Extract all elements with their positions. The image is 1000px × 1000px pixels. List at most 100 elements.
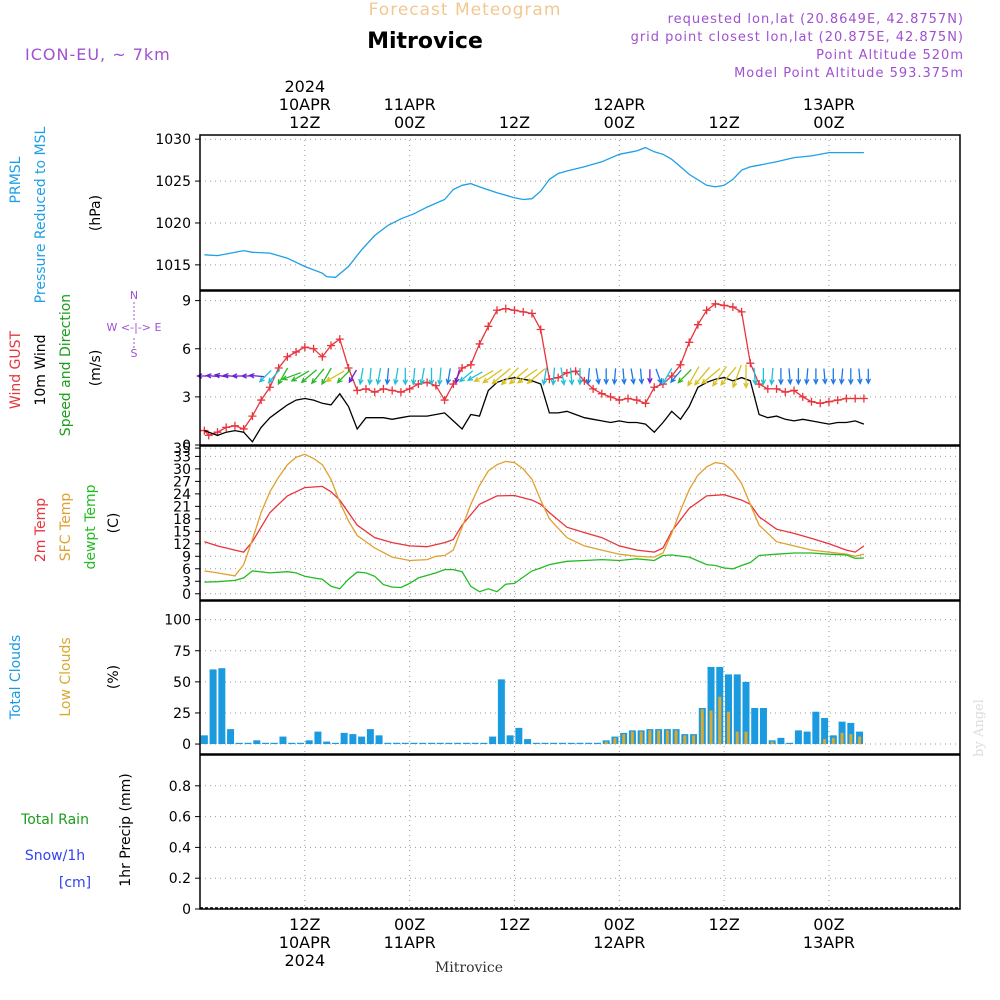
gust-point	[536, 325, 545, 334]
gust-point	[798, 392, 807, 401]
total-cloud-bar	[821, 717, 829, 745]
gust-point	[449, 380, 458, 389]
wind-arrow	[516, 368, 538, 384]
y-tick-label: 0	[182, 438, 191, 454]
wind-arrow	[743, 364, 749, 389]
total-cloud-bar	[209, 669, 217, 745]
wind-arrow	[655, 368, 663, 385]
top-axis-time: 00Z	[813, 113, 844, 132]
wind-arrow	[720, 366, 737, 386]
wind-arrow	[848, 368, 854, 386]
low-cloud-bar	[744, 731, 748, 745]
total-cloud-bar	[550, 742, 558, 745]
gust-point	[842, 394, 851, 403]
gust-point	[318, 352, 327, 361]
wind-arrow	[732, 364, 742, 389]
gust-point	[641, 399, 650, 408]
temperature-line-dewpt-temp	[204, 552, 864, 593]
gust-point	[423, 378, 432, 387]
clouds-frame	[199, 600, 961, 755]
gust-point	[379, 384, 388, 393]
total-cloud-bar	[288, 742, 296, 745]
wind-label-3: Speed and Direction	[58, 294, 74, 436]
total-cloud-bar	[279, 736, 287, 745]
gust-point	[702, 306, 711, 315]
low-cloud-bar	[674, 730, 678, 745]
gust-point	[851, 394, 860, 403]
wind-arrow	[358, 367, 364, 386]
total-cloud-bar	[375, 735, 383, 745]
y-tick-label: 0.8	[169, 779, 191, 795]
y-tick-label: 0	[182, 902, 191, 918]
low-cloud-bar	[683, 735, 687, 745]
gust-point	[571, 367, 580, 376]
total-cloud-bar	[480, 742, 488, 745]
total-cloud-bar	[559, 742, 567, 745]
gust-point	[396, 388, 405, 397]
wind-line-wind-gust	[203, 303, 864, 437]
total-cloud-bar	[506, 735, 514, 745]
temperature-label-3: dewpt Temp	[83, 484, 99, 569]
wind-arrow	[694, 366, 711, 386]
total-cloud-bar	[742, 681, 750, 745]
y-tick-label: 18	[173, 512, 191, 528]
y-tick-label: 9	[182, 549, 191, 565]
wind-frame	[199, 290, 961, 446]
gust-point	[755, 380, 764, 389]
gust-point	[816, 399, 825, 408]
wind-arrow	[336, 369, 352, 384]
wind-arrow	[348, 369, 357, 384]
model-point-altitude: Model Point Altitude 593.375m	[734, 66, 964, 81]
gust-point	[807, 397, 816, 406]
gust-point	[344, 364, 353, 372]
wind-arrow	[482, 368, 503, 384]
gust-point	[361, 384, 370, 393]
wind-arrow	[325, 370, 345, 382]
wind-arrow	[712, 366, 728, 387]
bottom-axis-date: 11APR	[384, 933, 436, 952]
bottom-axis-time: 12Z	[289, 915, 320, 934]
top-axis-time: 12Z	[499, 113, 530, 132]
y-tick-label: 0.4	[169, 840, 191, 856]
total-cloud-bar	[427, 742, 435, 745]
chart-title: Mitrovice	[367, 29, 483, 54]
wind-unit: (m/s)	[88, 350, 104, 387]
precip-label-1: Total Rain	[20, 812, 89, 828]
model-label: ICON-EU, ~ 7km	[25, 45, 171, 64]
gust-point	[615, 396, 624, 405]
wind-arrow	[813, 368, 819, 386]
total-cloud-bar	[515, 727, 523, 745]
bottom-axis-time: 00Z	[813, 915, 844, 934]
top-axis-date: 11APR	[384, 95, 436, 114]
y-tick-label: 0.6	[169, 810, 191, 826]
wind-arrow	[550, 367, 557, 387]
wind-arrow	[428, 367, 435, 386]
total-cloud-bar	[235, 742, 243, 745]
wind-arrow	[585, 368, 592, 386]
wind-arrow	[687, 366, 700, 387]
wind-arrow	[393, 367, 399, 386]
wind-arrow	[568, 367, 575, 386]
wind-arrow	[865, 368, 872, 385]
total-cloud-bar	[244, 742, 252, 745]
wind-arrow	[402, 367, 409, 386]
wind-panel: 0 3 6 9 Wind GUST 10m Wind Speed and Direction…	[8, 289, 961, 454]
gust-point	[763, 384, 772, 393]
total-cloud-bar	[200, 735, 208, 745]
y-tick-label: 0	[182, 587, 191, 603]
wind-arrow	[267, 368, 281, 384]
gust-point	[501, 304, 510, 313]
wind-arrow	[277, 367, 289, 386]
bottom-axis-date: 13APR	[803, 933, 855, 952]
wind-arrow	[778, 368, 784, 386]
gust-point	[353, 386, 362, 395]
precip-panel: 0 0.2 0.4 0.6 0.8 Total Rain Snow/1h [cm] 1hr Pr…	[20, 754, 961, 918]
total-cloud-bar	[296, 742, 304, 745]
total-cloud-bar	[707, 666, 715, 745]
low-cloud-bar	[709, 710, 713, 745]
grid-point-coordinates: grid point closest lon,lat (20.875E, 42.…	[631, 30, 964, 45]
bottom-axis-time: 12Z	[708, 915, 739, 934]
y-tick-label: 100	[164, 613, 191, 629]
clouds-panel: 0 25 50 75 100 Total Clouds Low Clouds (%)	[8, 600, 961, 755]
low-cloud-bar	[692, 735, 696, 745]
